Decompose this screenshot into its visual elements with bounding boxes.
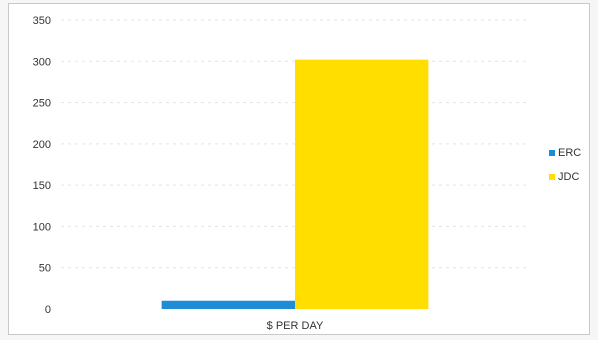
- legend-swatch-erc: [549, 150, 555, 156]
- x-axis-category-labels: $ PER DAY: [267, 320, 324, 332]
- y-tick-label: 50: [39, 263, 51, 275]
- y-tick-label: 250: [33, 98, 51, 110]
- y-axis-tick-labels: 0 50 100 150 200 250 300 350: [33, 15, 51, 316]
- bar-jdc-0: [295, 59, 429, 310]
- y-tick-label: 150: [33, 180, 51, 192]
- bar-layer: [161, 59, 429, 310]
- legend-label-jdc: JDC: [558, 171, 579, 183]
- bar-chart: 0 50 100 150 200 250 300 350 $ PER DAY ERC JDC: [33, 15, 582, 332]
- x-category-label: $ PER DAY: [267, 320, 324, 332]
- legend-swatch-jdc: [549, 174, 555, 180]
- y-tick-label: 300: [33, 56, 51, 68]
- y-tick-label: 200: [33, 139, 51, 151]
- y-tick-label: 100: [33, 221, 51, 233]
- bar-erc-0: [161, 300, 295, 309]
- y-tick-label: 0: [45, 304, 51, 316]
- y-tick-label: 350: [33, 15, 51, 27]
- chart-frame: 0 50 100 150 200 250 300 350 $ PER DAY ERC JDC: [8, 3, 590, 335]
- legend: ERC JDC: [549, 147, 581, 183]
- legend-label-erc: ERC: [558, 147, 581, 159]
